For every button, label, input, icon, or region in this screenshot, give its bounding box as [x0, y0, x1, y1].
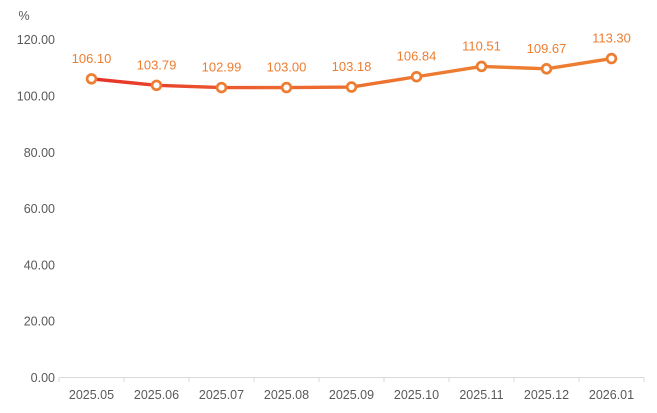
data-point-marker — [345, 81, 358, 93]
data-point-label: 102.99 — [202, 60, 242, 75]
data-point-marker — [605, 52, 618, 65]
data-point-marker — [475, 60, 488, 73]
x-axis-tick-label: 2025.06 — [134, 388, 179, 402]
data-point-label: 110.51 — [462, 38, 501, 53]
x-axis-tick-label: 2025.11 — [459, 388, 503, 402]
y-axis-tick-label: 80.00 — [24, 146, 55, 160]
data-point-marker — [280, 81, 293, 94]
data-point-label: 109.67 — [527, 41, 567, 56]
y-axis-tick-label: 100.00 — [17, 90, 55, 104]
x-axis-tick-label: 2025.08 — [264, 388, 309, 402]
data-point-label: 106.84 — [397, 49, 437, 64]
y-axis-unit-label: % — [18, 9, 29, 23]
data-point-marker — [540, 63, 553, 75]
data-point-label: 103.79 — [137, 57, 177, 72]
data-point-label: 103.18 — [332, 59, 372, 74]
data-point-label: 113.30 — [592, 31, 631, 46]
x-axis-tick-label: 2025.05 — [69, 388, 114, 402]
x-axis-tick-label: 2025.10 — [394, 388, 439, 402]
y-axis-tick-label: 60.00 — [24, 202, 55, 216]
data-point-marker — [150, 79, 163, 92]
x-axis-tick-label: 2025.12 — [524, 388, 569, 402]
data-point-label: 106.10 — [72, 51, 112, 66]
data-point-label: 103.00 — [267, 60, 307, 75]
y-axis-tick-label: 20.00 — [24, 315, 55, 329]
data-point-marker — [215, 81, 228, 94]
x-axis-tick-label: 2025.09 — [329, 388, 374, 402]
x-axis-tick-label: 2025.07 — [199, 388, 244, 402]
x-axis-tick-label: 2026.01 — [589, 388, 634, 402]
data-point-marker — [410, 70, 423, 83]
data-point-marker — [85, 73, 98, 85]
y-axis-tick-label: 120.00 — [17, 33, 55, 47]
y-axis-tick-label: 40.00 — [24, 258, 55, 272]
y-axis-tick-label: 0.00 — [31, 371, 55, 385]
